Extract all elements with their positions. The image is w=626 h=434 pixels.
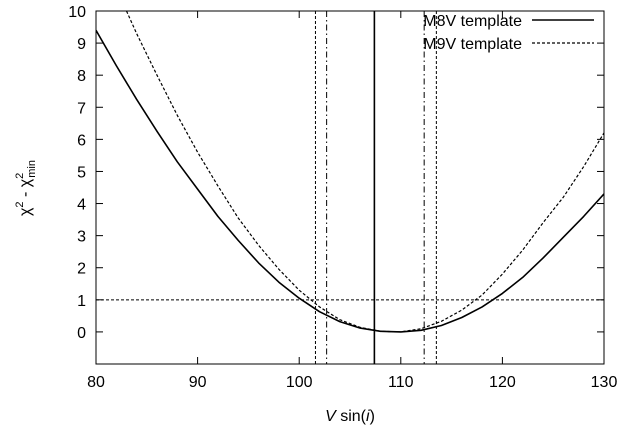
x-tick-label-100: 100 <box>286 374 313 391</box>
x-axis-label-arg: i <box>366 408 370 425</box>
y-tick-label-10: 10 <box>68 4 86 21</box>
y-tick-label-2: 2 <box>77 261 86 278</box>
y-tick-label-0: 0 <box>77 325 86 342</box>
y-axis-label-minus: - <box>17 187 34 201</box>
tick-labels: 80 90 100 110 120 130 0 1 2 3 4 5 6 7 8 9 10 <box>68 4 617 391</box>
legend: M8V template M9V template <box>423 13 594 53</box>
y-axis-label-chi: χ <box>17 207 34 216</box>
series-lines <box>96 11 604 333</box>
y-tick-label-7: 7 <box>77 100 86 117</box>
x-tick-label-120: 120 <box>489 374 516 391</box>
y-axis-label-chi-min: χ <box>17 178 34 187</box>
x-tick-label-130: 130 <box>591 374 618 391</box>
y-axis-label-sub: min <box>26 160 38 178</box>
y-axis-label-sup: 2 <box>14 201 26 207</box>
y-tick-label-8: 8 <box>77 68 86 85</box>
legend-label-m8v: M8V template <box>423 13 522 30</box>
y-axis-label-sup-min: 2 <box>14 173 26 179</box>
y-tick-label-6: 6 <box>77 132 86 149</box>
y-axis-label: χ2 - χ2min <box>14 160 38 216</box>
series-line-1 <box>125 11 604 333</box>
axis-ticks <box>95 10 605 364</box>
y-tick-label-9: 9 <box>77 36 86 53</box>
x-axis-label: V sin(i) <box>325 408 375 425</box>
y-tick-label-5: 5 <box>77 164 86 181</box>
y-tick-label-1: 1 <box>77 293 86 310</box>
x-tick-label-110: 110 <box>388 374 414 391</box>
x-axis-label-var: V <box>325 408 337 425</box>
series-line-0 <box>96 29 604 333</box>
reference-lines <box>96 11 604 364</box>
x-tick-label-90: 90 <box>189 374 207 391</box>
plot-frame <box>95 10 605 365</box>
y-tick-label-4: 4 <box>77 197 86 214</box>
x-tick-label-80: 80 <box>87 374 105 391</box>
legend-label-m9v: M9V template <box>423 36 522 53</box>
x-axis-label-fn: sin( <box>336 408 367 425</box>
y-tick-label-3: 3 <box>77 229 86 246</box>
x-axis-label-close: ) <box>370 408 375 425</box>
